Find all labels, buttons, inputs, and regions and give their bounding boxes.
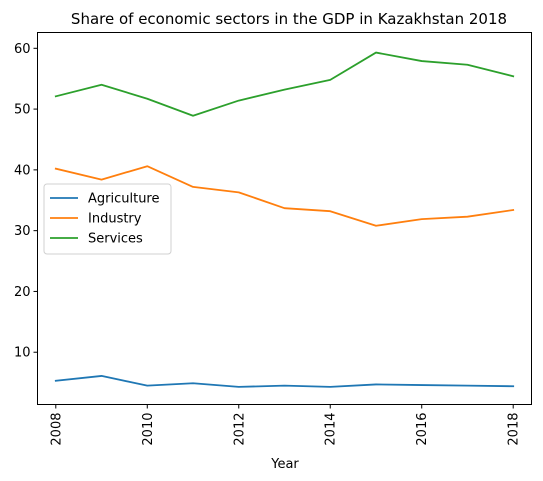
- x-tick-label: 2014: [324, 413, 339, 446]
- x-tick-label: 2012: [232, 413, 247, 446]
- legend-label-agriculture: Agriculture: [88, 192, 160, 207]
- chart-title: Share of economic sectors in the GDP in …: [71, 10, 507, 28]
- x-tick-label: 2008: [49, 413, 64, 446]
- series-line-agriculture: [54, 375, 515, 388]
- plot-area: [37, 32, 532, 405]
- x-tick-label: 2018: [507, 413, 522, 446]
- x-tick-label: 2016: [415, 413, 430, 446]
- series-lines: [54, 51, 515, 388]
- y-tick-label: 60: [14, 42, 31, 57]
- y-tick-label: 30: [14, 224, 31, 239]
- legend-label-industry: Industry: [88, 212, 142, 227]
- series-line-industry: [54, 165, 515, 227]
- y-tick-label: 20: [14, 285, 31, 300]
- y-tick-label: 10: [14, 346, 31, 361]
- legend-label-services: Services: [88, 232, 143, 247]
- legend-box: [43, 183, 172, 255]
- x-axis-label: Year: [270, 457, 299, 472]
- x-tick-label: 2010: [141, 413, 156, 446]
- series-line-services: [54, 51, 515, 117]
- y-tick-label: 40: [14, 163, 31, 178]
- y-axis: 10 20 30 40 50 60: [14, 42, 38, 361]
- y-tick-label: 50: [14, 103, 31, 118]
- legend: Agriculture Industry Services: [43, 183, 172, 255]
- x-axis: 2008 2010 2012 2014 2016 2018: [49, 404, 522, 446]
